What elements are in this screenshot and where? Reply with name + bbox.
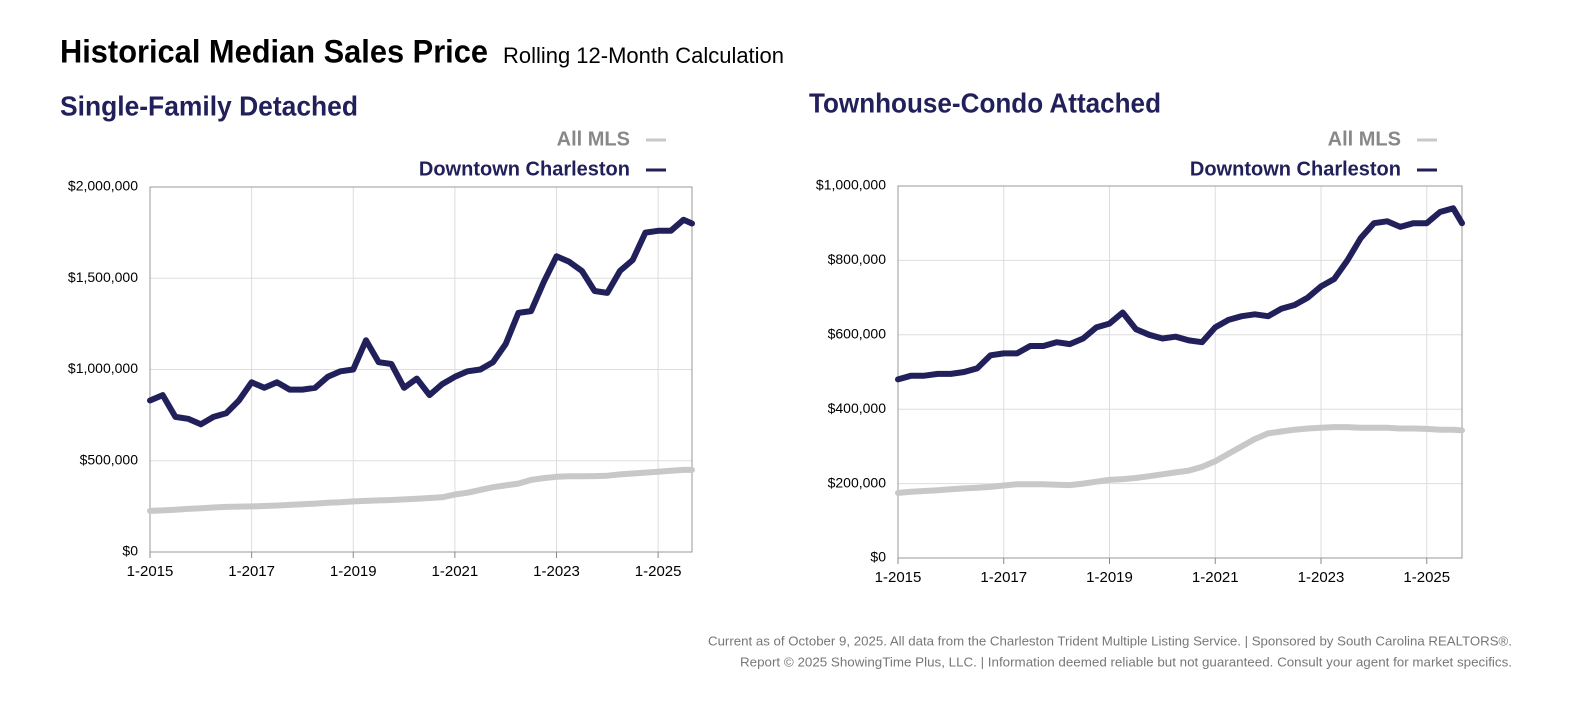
x-tick-label: 1-2025 (635, 563, 682, 580)
series-line (895, 205, 1465, 383)
y-tick-label: $600,000 (828, 326, 887, 342)
chart-title: Townhouse-Condo Attached (809, 87, 1161, 118)
x-tick-label: 1-2019 (330, 563, 377, 580)
y-tick-label: $200,000 (828, 474, 887, 490)
legend-label: All MLS (557, 128, 630, 150)
y-tick-label: $1,000,000 (816, 177, 886, 193)
plot-frame (149, 186, 693, 553)
legend-label: All MLS (1328, 128, 1401, 150)
legend-label: Downtown Charleston (1190, 158, 1401, 180)
footer-line: Current as of October 9, 2025. All data … (708, 633, 1512, 648)
plot-frame (897, 185, 1463, 559)
x-tick-label: 1-2015 (127, 563, 174, 580)
y-tick-label: $400,000 (828, 400, 887, 416)
y-tick-label: $800,000 (828, 251, 887, 267)
y-tick-label: $2,000,000 (68, 178, 138, 194)
page-subtitle: Rolling 12-Month Calculation (503, 43, 784, 68)
series-line (147, 466, 695, 514)
series-line (895, 424, 1465, 496)
y-tick-label: $0 (122, 543, 138, 559)
x-tick-label: 1-2015 (875, 569, 922, 586)
x-tick-label: 1-2017 (228, 563, 275, 580)
footer-line: Report © 2025 ShowingTime Plus, LLC. | I… (740, 654, 1512, 669)
series-line (147, 216, 695, 428)
x-tick-label: 1-2019 (1086, 569, 1133, 586)
x-tick-label: 1-2023 (1298, 569, 1345, 586)
y-tick-label: $500,000 (80, 451, 139, 467)
page-title: Historical Median Sales Price (60, 33, 488, 69)
x-tick-label: 1-2023 (533, 563, 580, 580)
x-tick-label: 1-2021 (1192, 569, 1239, 586)
y-tick-label: $1,000,000 (68, 360, 138, 376)
y-tick-label: $1,500,000 (68, 269, 138, 285)
legend-label: Downtown Charleston (419, 158, 630, 180)
y-tick-label: $0 (870, 549, 886, 565)
x-tick-label: 1-2025 (1403, 569, 1450, 586)
x-tick-label: 1-2017 (980, 569, 1027, 586)
x-tick-label: 1-2021 (432, 563, 479, 580)
chart-title: Single-Family Detached (60, 90, 358, 121)
